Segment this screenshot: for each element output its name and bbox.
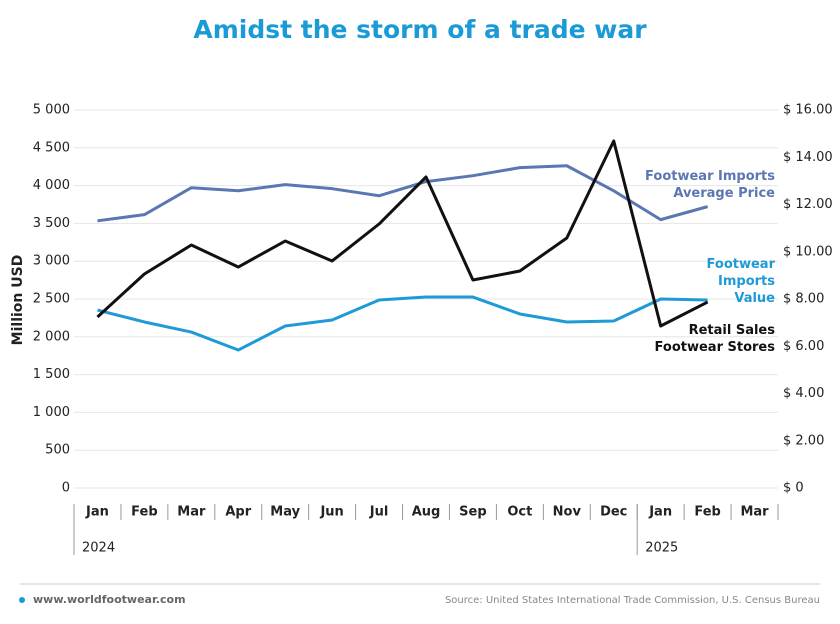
y2-tick-label: $ 14.00 [783,150,833,165]
y-tick-label: 4 000 [33,178,70,193]
x-tick-label: Jan [85,505,109,520]
y-tick-label: 1 000 [33,405,70,420]
x-tick-label: Mar [177,505,206,520]
y-tick-label: 500 [45,443,70,458]
y-tick-label: 3 000 [33,254,70,269]
y-tick-label: 2 000 [33,329,70,344]
y2-tick-label: $ 12.00 [783,197,833,212]
series-label: Retail Sales Footwear Stores [654,323,775,355]
x-tick-label: May [270,505,300,520]
series-line [97,164,709,223]
y-tick-label: 0 [62,481,70,496]
x-tick-label: Nov [553,505,582,520]
y-tick-label: 4 500 [33,140,70,155]
x-tick-label: Jun [319,505,343,520]
y-axis-label: Million USD [10,255,26,346]
x-tick-label: Aug [412,505,441,520]
x-tick-label: Feb [131,505,157,520]
y2-tick-label: $ 10.00 [783,244,833,259]
y-tick-label: 3 500 [33,216,70,231]
x-tick-label: Jan [648,505,672,520]
y2-tick-label: $ 2.00 [783,433,824,448]
y2-tick-label: $ 16.00 [783,103,833,118]
chart-title: Amidst the storm of a trade war [193,15,647,44]
x-tick-label: Oct [507,505,532,520]
x-tick-label: Dec [600,505,627,520]
x-tick-label: Sep [459,505,487,520]
series-line [97,295,708,352]
y2-tick-label: $ 6.00 [783,339,824,354]
year-label: 2024 [82,541,115,556]
y-tick-label: 2 500 [33,292,70,307]
y2-tick-label: $ 4.00 [783,386,824,401]
series-label: Footwear Imports Value [706,257,775,306]
y2-tick-label: $ 0 [783,481,804,496]
year-label: 2025 [645,541,678,556]
y2-tick-label: $ 8.00 [783,292,824,307]
y-tick-label: 5 000 [33,103,70,118]
x-tick-label: Mar [740,505,769,520]
footer-dot [19,597,25,603]
series-line [96,139,709,328]
y-tick-label: 1 500 [33,367,70,382]
series-label: Footwear Imports Average Price [645,169,775,201]
footer-site: www.worldfootwear.com [33,593,186,606]
x-tick-label: Jul [369,505,389,520]
x-tick-label: Feb [694,505,720,520]
footer-source: Source: United States International Trad… [445,595,820,606]
x-tick-label: Apr [225,505,251,520]
